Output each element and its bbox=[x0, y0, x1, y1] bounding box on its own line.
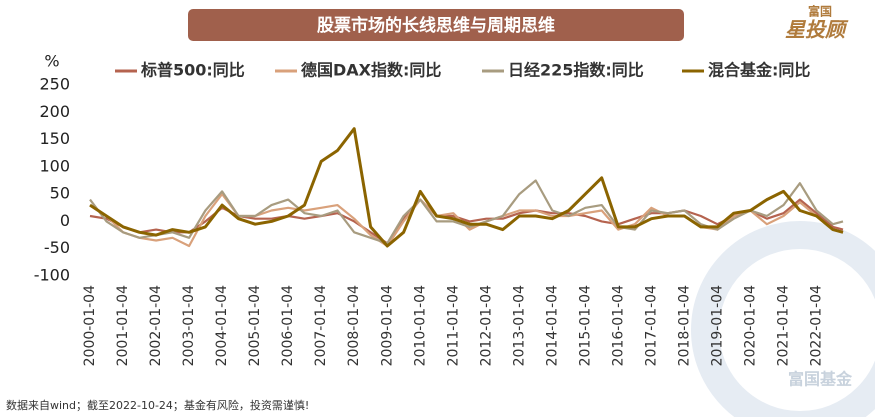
series-line bbox=[89, 127, 844, 248]
y-tick-label: -50 bbox=[44, 238, 70, 257]
x-tick-label: 2008-01-04 bbox=[346, 285, 362, 366]
x-tick-label: 2017-01-04 bbox=[643, 285, 659, 366]
x-tick-label: 2004-01-04 bbox=[214, 285, 230, 366]
watermark: 富国基金 bbox=[788, 370, 853, 389]
source-note: 数据来自wind；截至2022-10-24；基金有风险，投资需谨慎! bbox=[6, 398, 309, 412]
x-tick-label: 2018-01-04 bbox=[676, 285, 692, 366]
legend-label: 日经225指数:同比 bbox=[508, 61, 644, 80]
x-tick-label: 2012-01-04 bbox=[478, 285, 494, 366]
x-tick-label: 2016-01-04 bbox=[610, 285, 626, 366]
x-tick-label: 2000-01-04 bbox=[82, 285, 98, 366]
x-tick-label: 2013-01-04 bbox=[511, 285, 527, 366]
series-line bbox=[89, 179, 844, 245]
legend-label: 标普500:同比 bbox=[140, 61, 245, 80]
logo-top: 富国 bbox=[808, 4, 832, 19]
y-tick-label: 150 bbox=[39, 129, 70, 148]
x-tick-label: 2019-01-04 bbox=[709, 285, 725, 366]
watermark-ring bbox=[691, 221, 875, 417]
legend-label: 德国DAX指数:同比 bbox=[301, 61, 441, 80]
y-tick-label: 250 bbox=[39, 75, 70, 94]
x-tick-label: 2011-01-04 bbox=[445, 285, 461, 366]
chart-title: 股票市场的长线思维与周期思维 bbox=[317, 15, 555, 36]
y-axis-label: % bbox=[44, 52, 59, 71]
logo-main: 星投顾 bbox=[785, 18, 849, 42]
title-banner bbox=[188, 9, 684, 41]
x-tick-label: 2014-01-04 bbox=[544, 285, 560, 366]
x-tick-label: 2020-01-04 bbox=[742, 285, 758, 366]
x-tick-label: 2021-01-04 bbox=[776, 285, 792, 366]
x-tick-label: 2007-01-04 bbox=[313, 285, 329, 366]
x-tick-label: 2003-01-04 bbox=[181, 285, 197, 366]
x-tick-label: 2015-01-04 bbox=[577, 285, 593, 366]
x-tick-label: 2001-01-04 bbox=[115, 285, 131, 366]
y-tick-label: 50 bbox=[50, 184, 70, 203]
x-tick-label: 2010-01-04 bbox=[412, 285, 428, 366]
y-tick-label: 0 bbox=[60, 211, 70, 230]
x-tick-label: 2005-01-04 bbox=[247, 285, 263, 366]
y-tick-label: 100 bbox=[39, 156, 70, 175]
y-tick-label: 200 bbox=[39, 102, 70, 121]
x-tick-label: 2002-01-04 bbox=[148, 285, 164, 366]
x-tick-label: 2009-01-04 bbox=[379, 285, 395, 366]
legend-label: 混合基金:同比 bbox=[708, 61, 810, 80]
y-tick-label: -100 bbox=[34, 266, 70, 285]
x-tick-label: 2006-01-04 bbox=[280, 285, 296, 366]
x-tick-label: 2022-01-04 bbox=[809, 285, 825, 366]
